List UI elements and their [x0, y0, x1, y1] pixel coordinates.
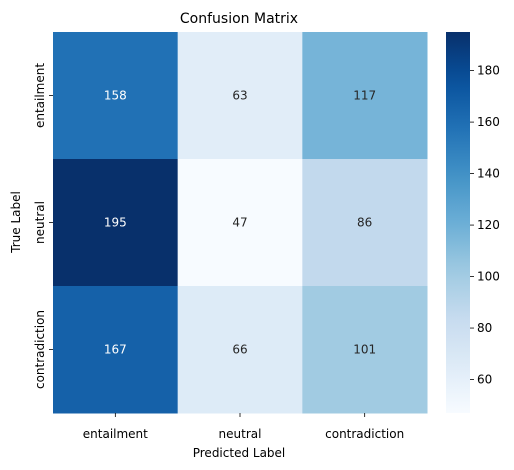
colorbar: [446, 32, 470, 413]
colorbar-tick-label: 80: [477, 321, 492, 335]
heatmap-cells: [53, 32, 428, 414]
heatmap-cell: [302, 32, 428, 160]
heatmap-cell: [53, 159, 179, 287]
y-tick-label: contradiction: [33, 310, 47, 389]
y-axis-label: True Label: [9, 191, 23, 254]
cell-value-label: 101: [353, 343, 376, 357]
cell-value-label: 47: [232, 216, 247, 230]
colorbar-tick-label: 140: [477, 167, 500, 181]
heatmap-cell: [53, 32, 179, 160]
cell-value-label: 117: [353, 89, 376, 103]
colorbar-tick-label: 180: [477, 64, 500, 78]
x-tick-label: contradiction: [325, 427, 404, 441]
cell-value-labels: 158 63 117 195 47 86 167 66 101: [104, 89, 376, 357]
x-tick-label: neutral: [219, 427, 262, 441]
cell-value-label: 158: [104, 89, 127, 103]
heatmap-cell: [177, 159, 303, 287]
colorbar-ticks: 60 80 100 120 140 160 180: [470, 64, 500, 387]
cell-value-label: 63: [232, 89, 247, 103]
heatmap-cell: [53, 286, 179, 414]
chart-title: Confusion Matrix: [180, 11, 298, 27]
heatmap-cell: [302, 159, 428, 287]
heatmap-cell: [177, 32, 303, 160]
heatmap-cell: [302, 286, 428, 414]
colorbar-tick-label: 100: [477, 270, 500, 284]
cell-value-label: 195: [104, 216, 127, 230]
y-axis-ticks: entailment neutral contradiction: [33, 63, 53, 389]
y-tick-label: entailment: [33, 63, 47, 128]
x-axis-ticks: entailment neutral contradiction: [83, 413, 404, 441]
y-tick-label: neutral: [33, 201, 47, 244]
colorbar-tick-label: 60: [477, 373, 492, 387]
colorbar-tick-label: 120: [477, 218, 500, 232]
cell-value-label: 86: [357, 216, 372, 230]
cell-value-label: 167: [104, 343, 127, 357]
x-axis-label: Predicted Label: [193, 446, 286, 460]
x-tick-label: entailment: [83, 427, 148, 441]
heatmap-cell: [177, 286, 303, 414]
cell-value-label: 66: [232, 343, 247, 357]
colorbar-tick-label: 160: [477, 115, 500, 129]
